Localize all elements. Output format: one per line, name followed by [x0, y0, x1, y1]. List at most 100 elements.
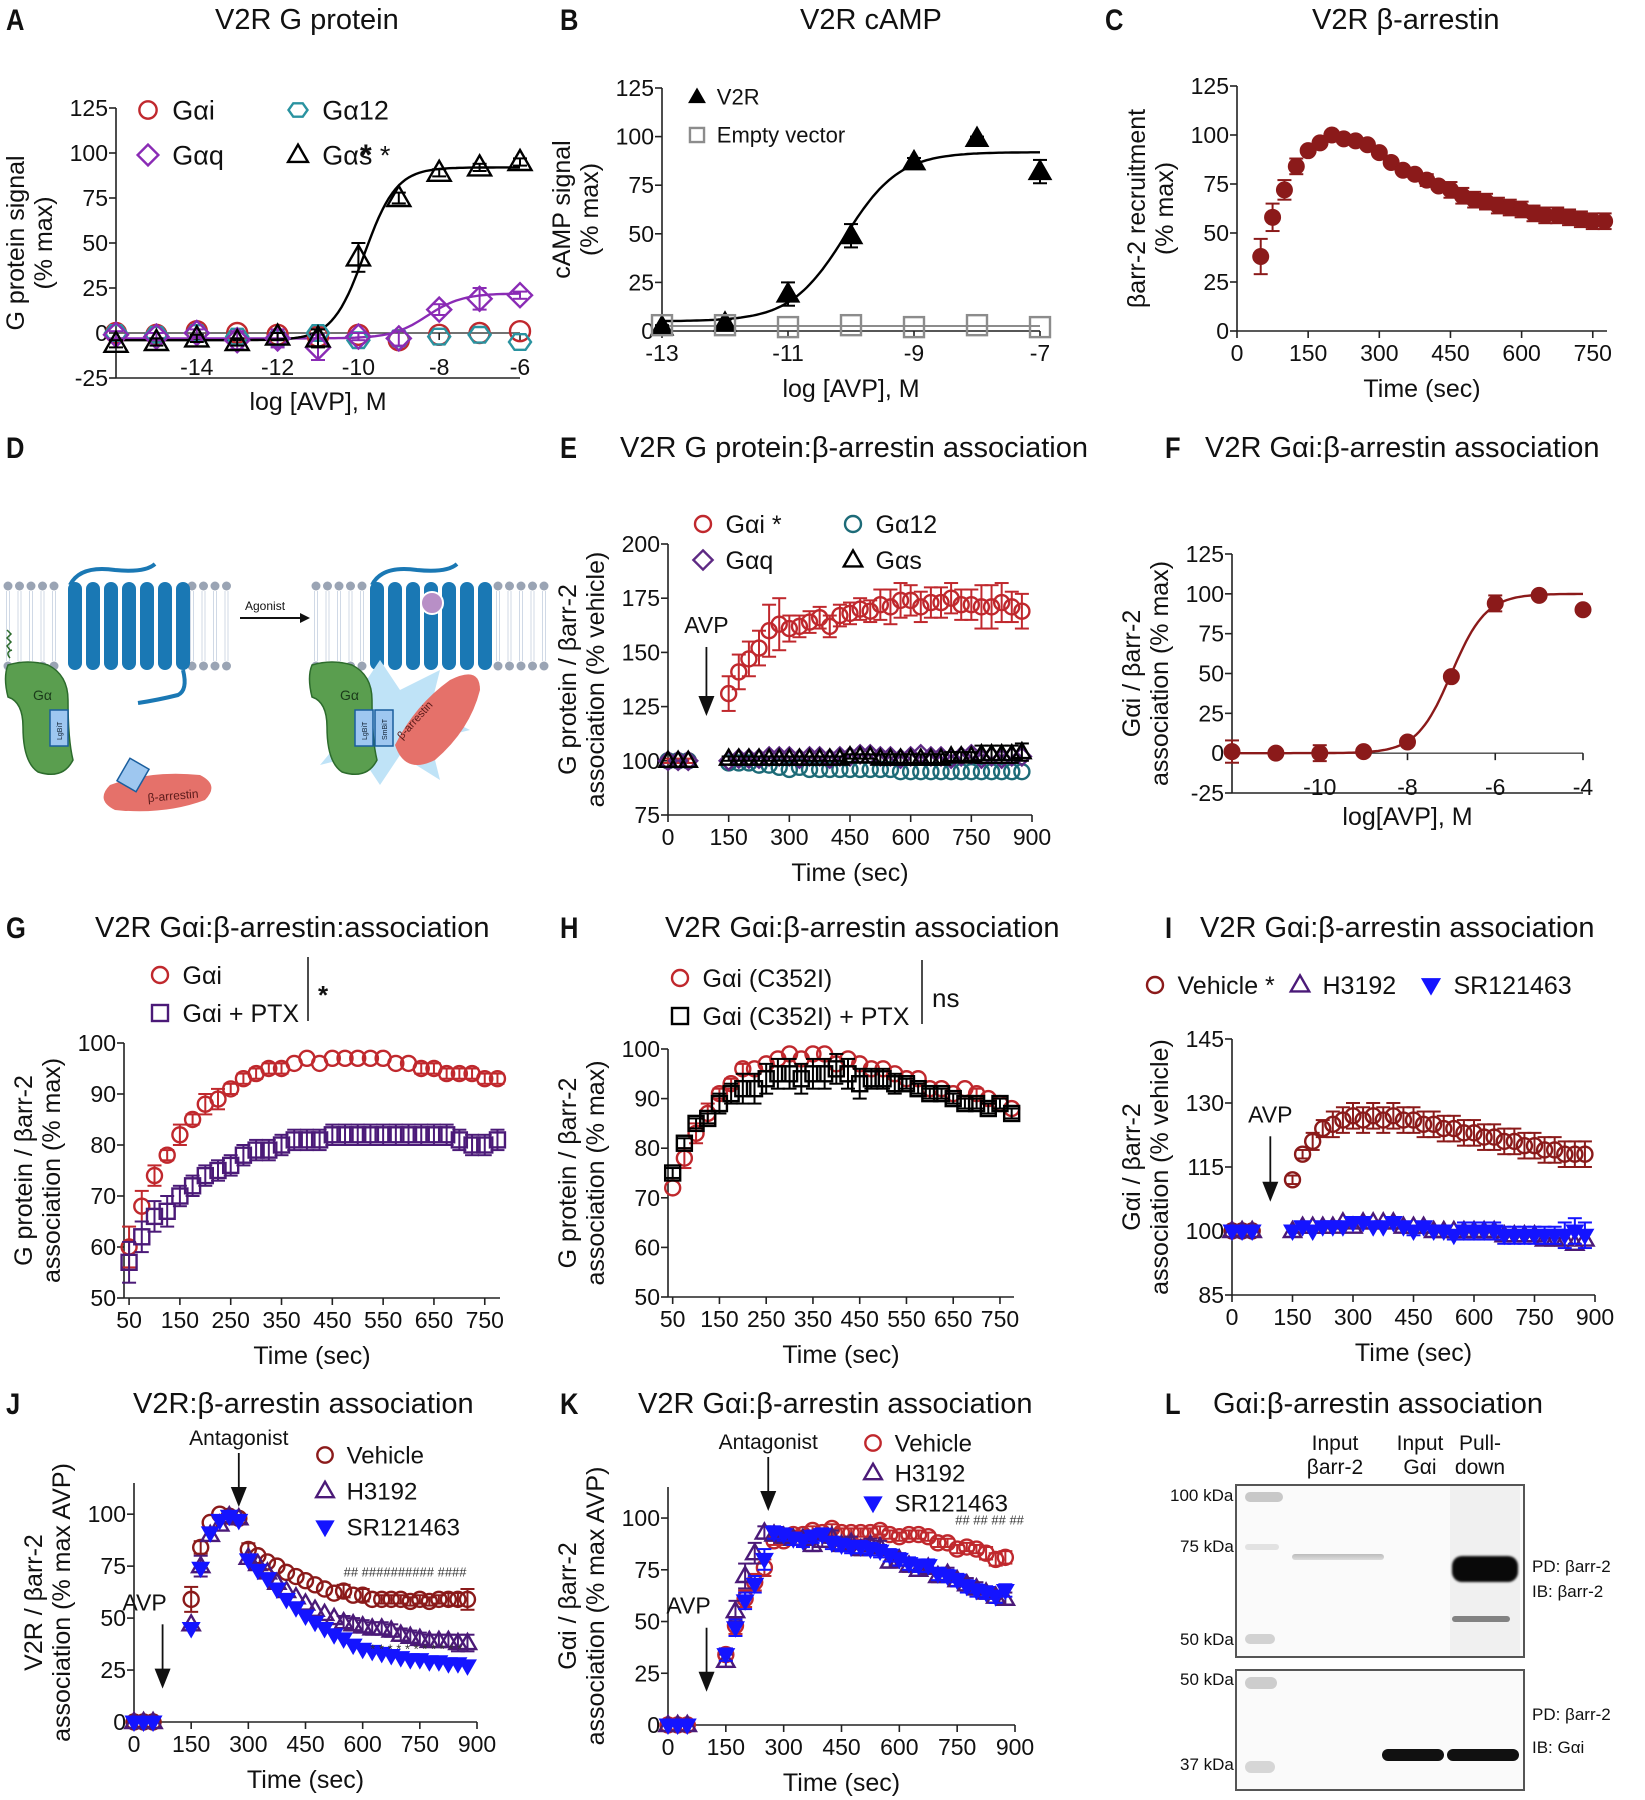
data-point [1283, 1171, 1302, 1189]
lane-header-input-barr2: Input βarr-2 [1306, 1432, 1364, 1479]
legend-marker [1145, 975, 1165, 995]
data-point [142, 322, 171, 351]
data-point [965, 313, 989, 337]
legend-item: Gαs [841, 547, 922, 575]
x-axis-label: Time (sec) [253, 1342, 370, 1370]
x-tick-label: 50 [660, 1306, 686, 1332]
down-arrow-icon [154, 1668, 171, 1689]
chart-i: 85 100 115 130 145 0 150 300 450 600 750 900 Time (s… [1118, 972, 1614, 1367]
data-point [450, 1064, 469, 1083]
data-point [667, 749, 689, 768]
panel-letter-b: B [560, 4, 579, 37]
legend-marker [138, 100, 158, 120]
legend-label: Vehicle [895, 1430, 972, 1457]
data-point [891, 591, 910, 610]
data-point [650, 313, 674, 337]
legend-item: SR121463 [1420, 972, 1572, 1000]
data-point [1556, 1145, 1574, 1163]
data-point [1303, 1224, 1323, 1242]
x-tick-label: 750 [1515, 1304, 1553, 1330]
x-tick-label: -13 [645, 340, 678, 366]
legend-item: Gαq [135, 140, 224, 170]
x-tick-label: 600 [1455, 1304, 1493, 1330]
data-point [336, 1126, 354, 1144]
annotation-label: AVP [684, 612, 728, 638]
x-tick-label: 250 [747, 1306, 785, 1332]
galpha-label-left: Gα [33, 687, 52, 703]
lipid-head [493, 581, 503, 591]
data-point [871, 596, 890, 614]
data-point [411, 1590, 429, 1609]
legend-label: SR121463 [1454, 972, 1572, 1000]
data-point [264, 322, 292, 346]
series-1 [650, 313, 1052, 339]
data-point [1414, 1115, 1433, 1134]
down-arrow-icon [760, 1491, 777, 1511]
data-point [901, 148, 927, 171]
legend-label: Gα12 [322, 95, 389, 125]
y-tick-label: 50 [634, 1284, 660, 1310]
legend-label: Gαi [183, 962, 222, 990]
data-point [222, 1080, 240, 1098]
data-point [713, 313, 737, 337]
data-point [716, 1648, 736, 1665]
data-point [506, 147, 534, 172]
panel-letter-d: D [6, 432, 25, 465]
panel-title-g: V2R Gαi:β-arrestin:association [95, 912, 489, 945]
lipid-head [528, 581, 537, 591]
data-point [257, 1572, 277, 1589]
data-point [467, 325, 493, 344]
data-point [1355, 743, 1373, 761]
data-point [839, 1065, 857, 1083]
legend-label: Gαs * [322, 140, 391, 170]
title-text: V2R cAMP [800, 4, 942, 36]
lipid-tail [40, 591, 45, 661]
marker-37kda: 37 kDa [1180, 1755, 1234, 1774]
x-tick-label: 300 [229, 1731, 267, 1757]
legend-label: Empty vector [717, 123, 845, 148]
data-point [1287, 157, 1305, 175]
data-point [344, 242, 372, 267]
data-point [200, 1526, 220, 1543]
legend-marker [287, 102, 309, 118]
data-point [838, 222, 864, 245]
y-axis-label: Gαi / βarr-2 [554, 1542, 582, 1669]
chart-h: 50 60 70 80 90 100 50 150 250 350 450 550 650 750 Time… [554, 960, 1021, 1369]
data-point [800, 613, 819, 631]
agonist-label: Agonist [245, 599, 286, 613]
x-tick-label: 0 [128, 1731, 141, 1757]
data-point [1535, 1141, 1554, 1159]
data-point [1445, 1119, 1463, 1138]
band-input-barr2 [1292, 1554, 1384, 1560]
down-arrow-icon [230, 1487, 247, 1507]
label-ib-barr2: IB: βarr-2 [1532, 1582, 1604, 1601]
marker-50kda-bottom: 50 kDa [1180, 1670, 1234, 1689]
data-point [1264, 208, 1282, 226]
y-tick-label: 75 [628, 172, 654, 198]
data-point [342, 1612, 364, 1632]
data-point [1486, 594, 1504, 612]
data-point [1027, 158, 1053, 181]
y-tick-label: 130 [1186, 1090, 1224, 1116]
lipid-head [26, 581, 36, 591]
data-point [851, 1075, 869, 1093]
lipid-tail [17, 591, 22, 661]
lipid-head [3, 581, 13, 591]
series-1 [663, 1052, 1021, 1182]
data-point [841, 604, 859, 623]
data-point [373, 1590, 391, 1609]
data-point [334, 1582, 353, 1600]
data-point [815, 1065, 834, 1083]
data-point [426, 327, 452, 346]
data-point [964, 125, 990, 148]
legend-item: SR121463 [863, 1490, 1008, 1517]
lipid-head [222, 581, 231, 591]
legend-label: Gαq [726, 547, 774, 575]
y-tick-label: 25 [100, 1657, 126, 1683]
legend-item: Vehicle * [1145, 972, 1275, 1000]
legend-marker [135, 142, 161, 168]
data-point [740, 650, 758, 668]
data-point [344, 322, 373, 351]
